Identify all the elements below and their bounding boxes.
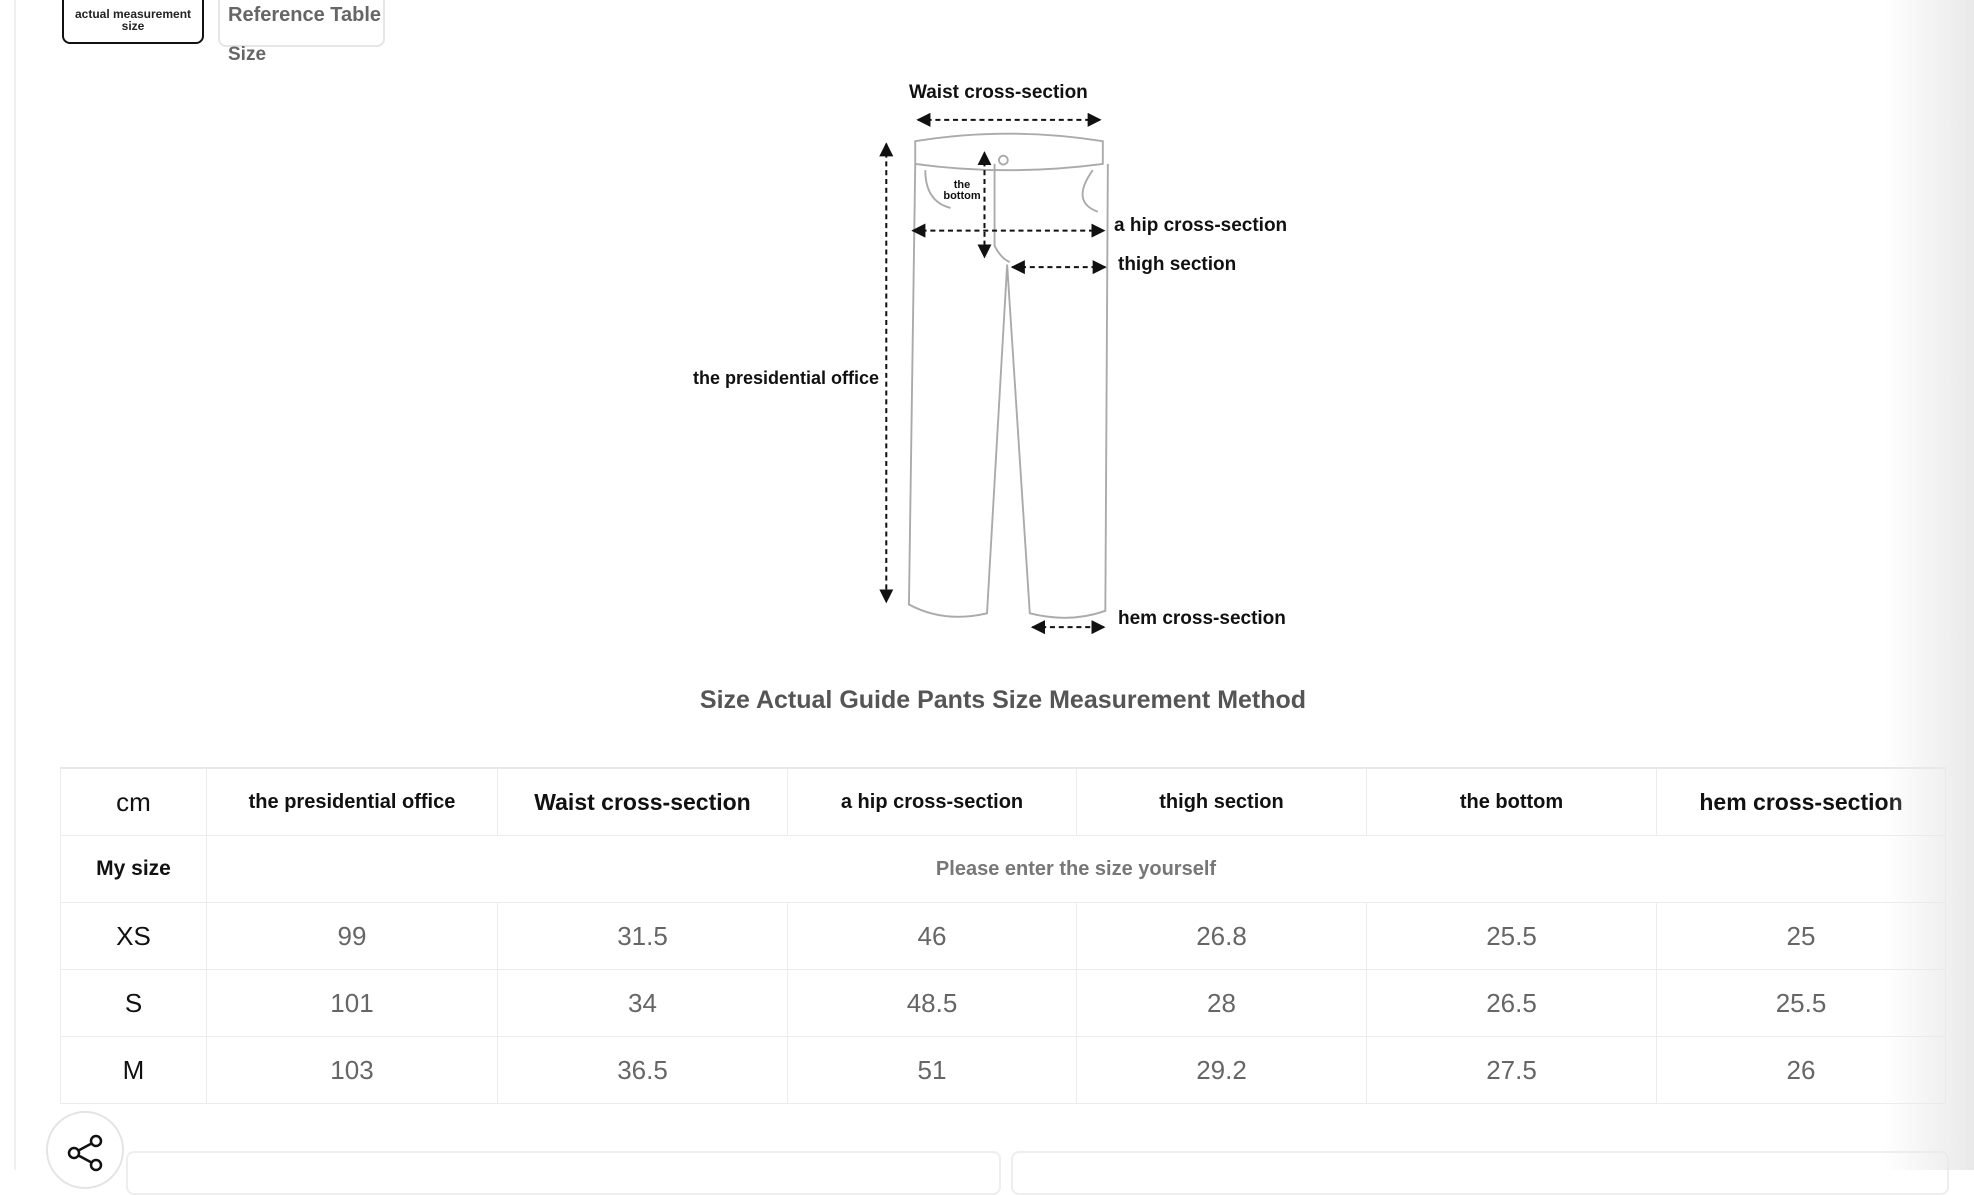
page-border — [14, 0, 16, 1170]
bottom-panel-left — [126, 1151, 1001, 1195]
label-hem: hem cross-section — [1118, 608, 1286, 629]
table-row: S 101 34 48.5 28 26.5 25.5 — [60, 969, 1946, 1037]
label-thigh: thigh section — [1118, 254, 1237, 275]
value-cell: 27.5 — [1366, 1036, 1657, 1104]
header-cell: thigh section — [1076, 767, 1367, 836]
header-cell: a hip cross-section — [787, 767, 1077, 836]
value-cell: 28 — [1076, 969, 1367, 1037]
label-waist: Waist cross-section — [909, 82, 1088, 103]
size-table: cm the presidential office Waist cross-s… — [60, 767, 1946, 1104]
tab-label: Reference Table — [228, 4, 382, 26]
tab-actual-measurement-size[interactable]: actual measurement size — [62, 0, 204, 44]
right-edge-shadow — [1884, 0, 1974, 1170]
value-cell: 26.8 — [1076, 902, 1367, 970]
value-cell: 99 — [206, 902, 498, 970]
size-cell: XS — [60, 902, 207, 970]
pants-outline — [907, 132, 1109, 619]
header-cell: cm — [60, 767, 207, 836]
value-cell: 36.5 — [497, 1036, 788, 1104]
share-button[interactable] — [46, 1111, 124, 1189]
table-header-row: cm the presidential office Waist cross-s… — [60, 767, 1946, 836]
value-cell: 48.5 — [787, 969, 1077, 1037]
value-cell: 103 — [206, 1036, 498, 1104]
size-label: Size — [228, 44, 267, 65]
my-size-row: My size Please enter the size yourself — [60, 835, 1946, 903]
size-cell: S — [60, 969, 207, 1037]
value-cell: 31.5 — [497, 902, 788, 970]
value-cell: 34 — [497, 969, 788, 1037]
label-rise: the bottom — [943, 179, 981, 202]
share-icon — [67, 1134, 103, 1172]
tab-label: actual measurement size — [74, 7, 192, 33]
value-cell: 29.2 — [1076, 1036, 1367, 1104]
header-cell: the bottom — [1366, 767, 1657, 836]
value-cell: 25.5 — [1366, 902, 1657, 970]
bottom-panel-right — [1011, 1151, 1949, 1195]
value-cell: 51 — [787, 1036, 1077, 1104]
value-cell: 46 — [787, 902, 1077, 970]
tab-reference-table[interactable]: Reference Table — [218, 0, 385, 47]
label-length: the presidential office — [693, 368, 880, 388]
table-row: XS 99 31.5 46 26.8 25.5 25 — [60, 902, 1946, 970]
page-title: Size Actual Guide Pants Size Measurement… — [699, 686, 1307, 714]
my-size-input[interactable]: Please enter the size yourself — [206, 835, 1946, 903]
header-cell: the presidential office — [206, 767, 498, 836]
table-row: M 103 36.5 51 29.2 27.5 26 — [60, 1036, 1946, 1104]
value-cell: 26.5 — [1366, 969, 1657, 1037]
my-size-label: My size — [60, 835, 207, 903]
value-cell: 101 — [206, 969, 498, 1037]
pants-diagram — [879, 112, 1109, 635]
label-hip: a hip cross-section — [1114, 215, 1288, 236]
header-cell: Waist cross-section — [497, 767, 788, 836]
size-cell: M — [60, 1036, 207, 1104]
